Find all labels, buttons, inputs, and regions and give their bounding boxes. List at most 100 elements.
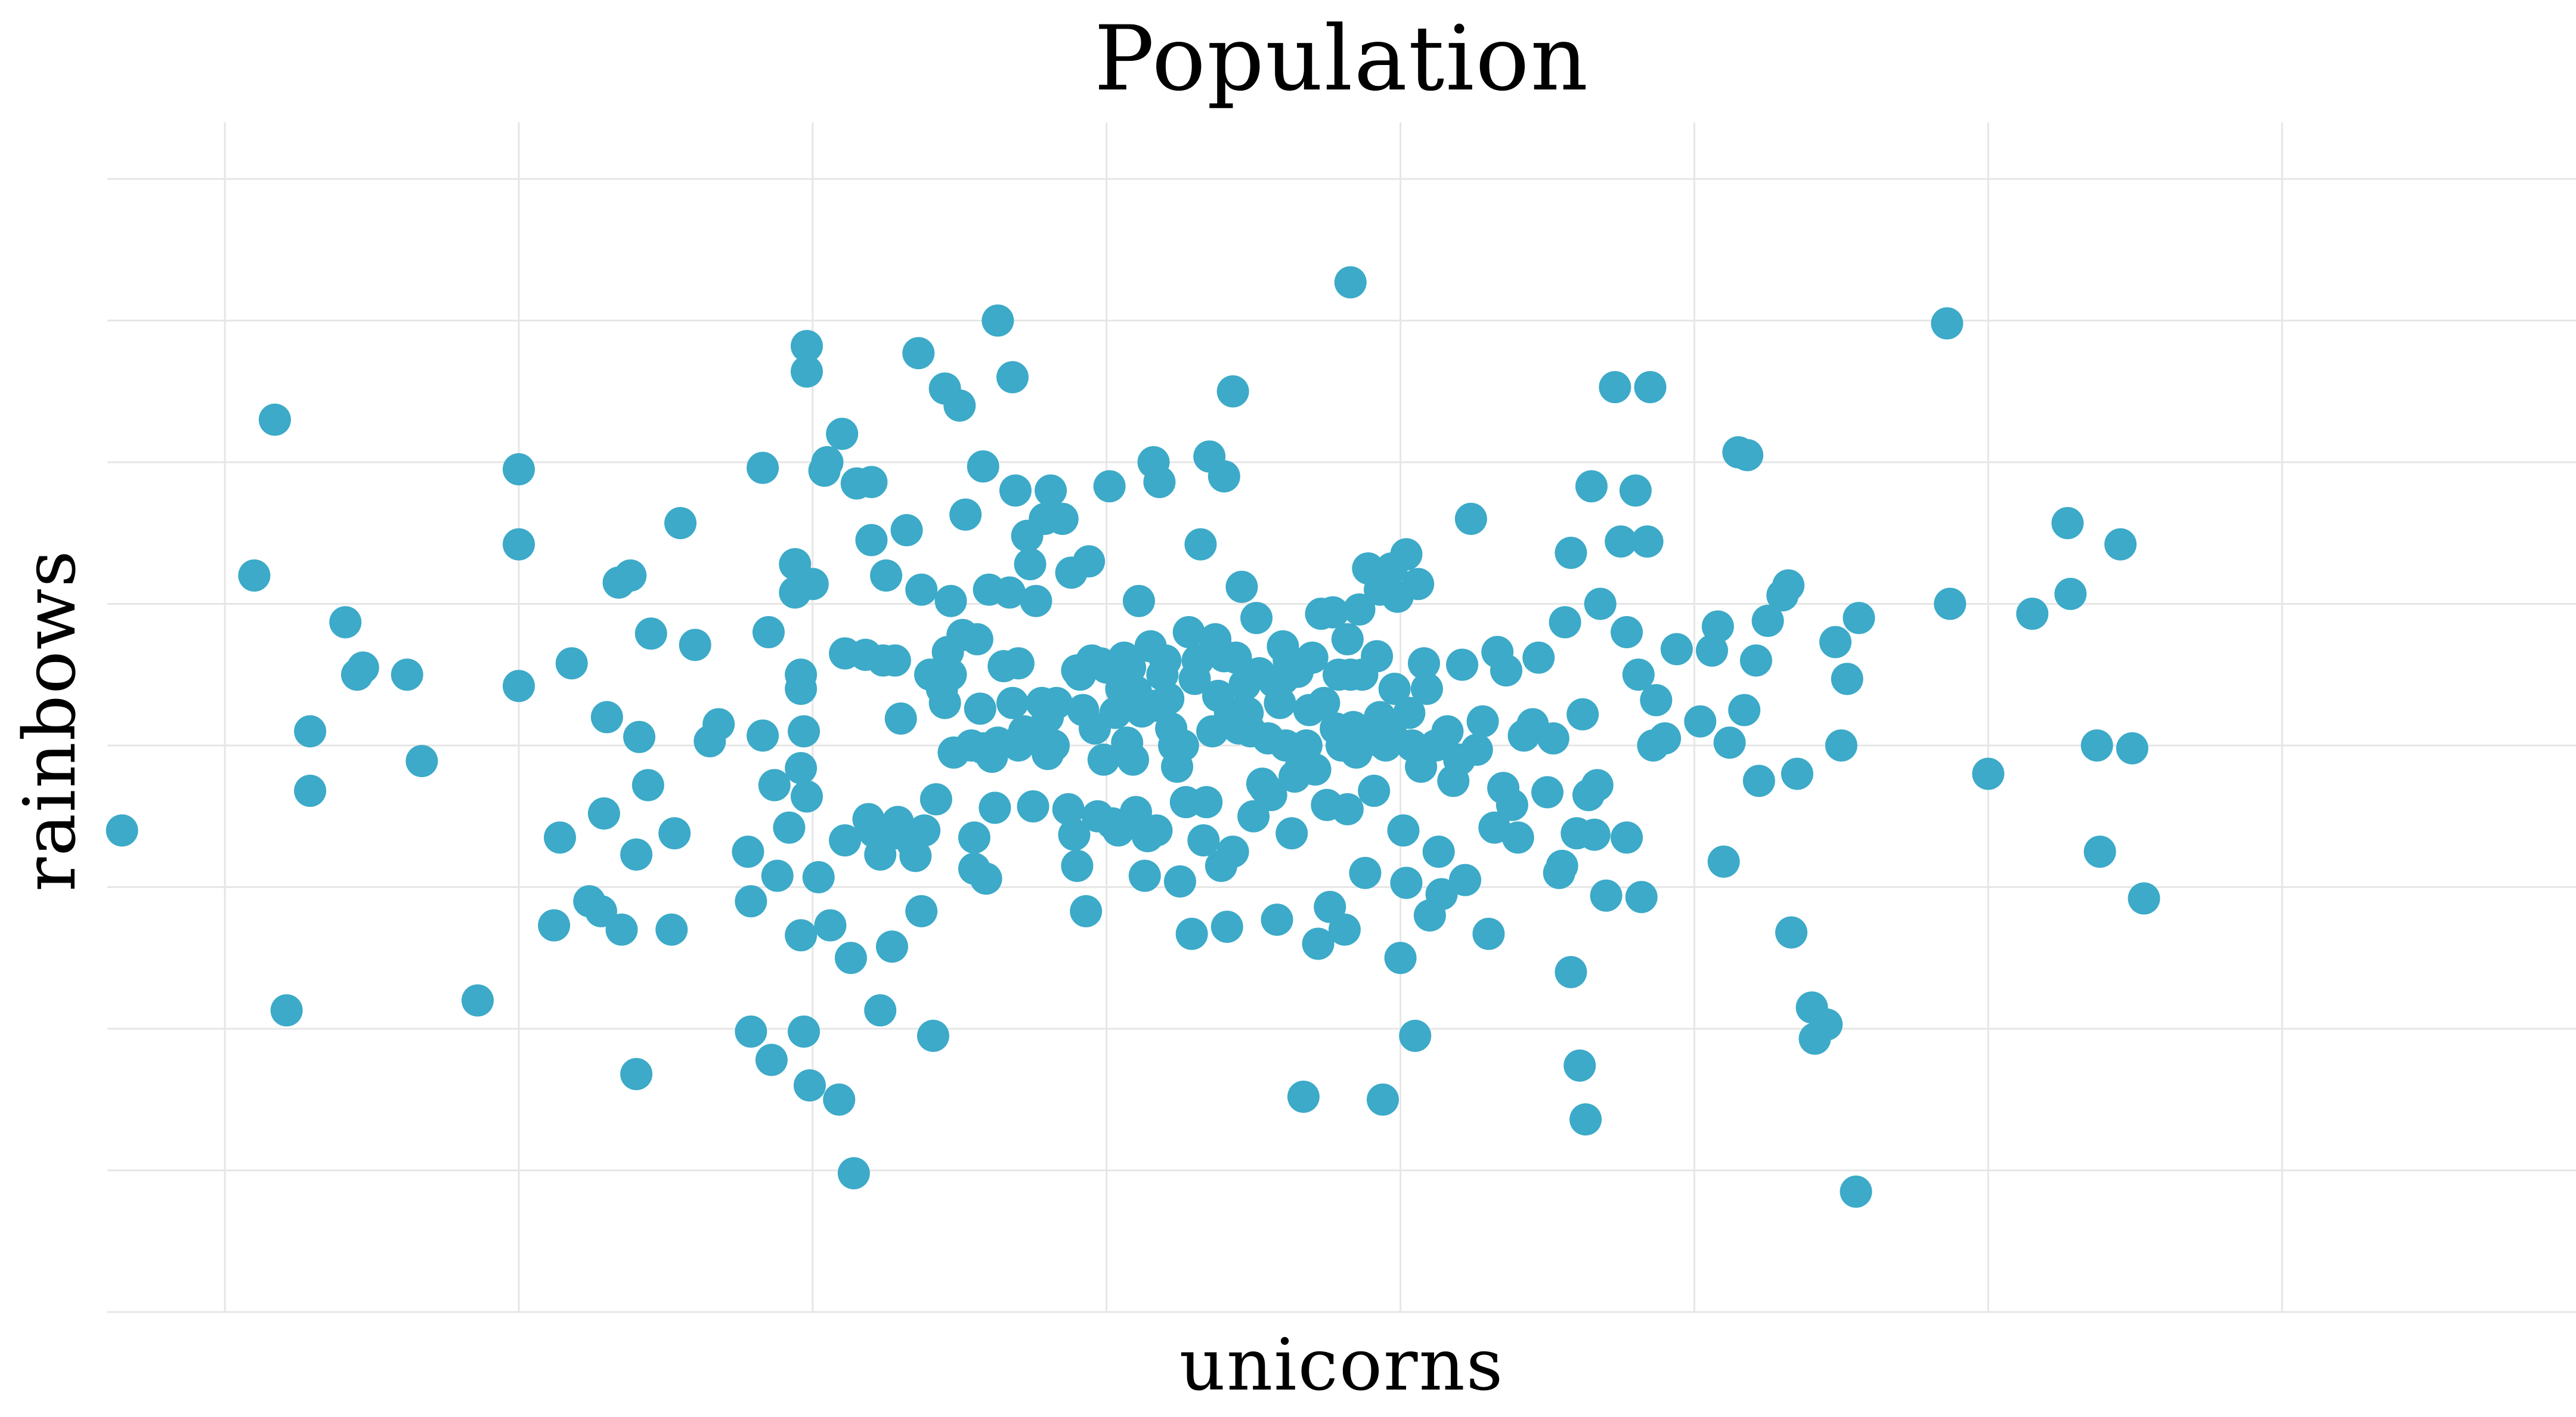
data-point-335 — [2104, 528, 2137, 561]
data-point-45 — [773, 811, 806, 844]
data-point-19 — [585, 895, 617, 927]
data-point-49 — [788, 1015, 821, 1048]
data-point-177 — [1184, 528, 1217, 561]
data-point-41 — [752, 616, 785, 648]
data-point-313 — [1742, 765, 1775, 797]
data-point-10 — [405, 745, 438, 778]
data-point-331 — [2051, 507, 2084, 540]
data-point-73 — [864, 994, 897, 1027]
data-point-339 — [902, 337, 935, 370]
data-point-325 — [1840, 1175, 1872, 1208]
data-point-356 — [1331, 623, 1364, 655]
data-point-188 — [1216, 836, 1249, 868]
data-point-216 — [1299, 753, 1332, 786]
data-point-334 — [2083, 836, 2116, 868]
data-point-179 — [1190, 786, 1223, 818]
data-point-346 — [996, 361, 1029, 394]
data-point-39 — [747, 719, 779, 752]
data-point-86 — [905, 573, 938, 606]
data-point-344 — [1599, 371, 1631, 404]
data-point-248 — [1393, 697, 1426, 729]
data-point-329 — [1972, 757, 2005, 790]
data-point-85 — [905, 895, 938, 927]
data-point-13 — [503, 528, 535, 561]
data-point-219 — [1308, 686, 1340, 719]
data-point-94 — [934, 658, 967, 691]
data-point-30 — [655, 913, 688, 946]
data-point-69 — [855, 466, 888, 499]
data-point-80 — [884, 702, 917, 735]
data-point-326 — [1843, 602, 1875, 635]
data-point-314 — [1751, 605, 1784, 637]
data-point-277 — [1531, 776, 1563, 809]
data-point-102 — [964, 692, 996, 725]
data-point-259 — [1431, 715, 1464, 748]
data-point-135 — [1061, 849, 1094, 882]
data-point-204 — [1264, 686, 1296, 719]
data-point-308 — [1707, 845, 1740, 878]
data-point-355 — [1208, 460, 1240, 493]
data-point-25 — [620, 838, 653, 871]
data-point-64 — [834, 942, 867, 974]
data-point-289 — [1575, 470, 1608, 503]
data-point-54 — [791, 330, 823, 363]
data-point-77 — [878, 644, 911, 677]
data-point-146 — [1093, 470, 1126, 503]
data-point-278 — [1537, 722, 1569, 755]
data-point-285 — [1563, 1049, 1596, 1082]
data-point-58 — [802, 861, 835, 893]
data-point-357 — [1267, 630, 1299, 663]
data-point-47 — [785, 752, 818, 784]
data-point-60 — [814, 909, 847, 942]
data-point-130 — [1046, 503, 1079, 535]
data-point-273 — [1501, 821, 1534, 854]
data-point-302 — [1640, 684, 1673, 716]
data-point-245 — [1384, 942, 1417, 974]
data-point-154 — [1117, 743, 1150, 776]
data-point-156 — [1122, 584, 1155, 617]
data-point-113 — [996, 686, 1029, 719]
data-point-114 — [999, 474, 1032, 507]
data-point-262 — [1446, 648, 1479, 681]
data-point-17 — [555, 647, 588, 680]
data-point-133 — [1058, 818, 1091, 851]
data-point-178 — [1187, 824, 1220, 857]
data-point-272 — [1496, 788, 1528, 821]
data-point-131 — [1052, 793, 1085, 825]
data-point-166 — [1152, 682, 1185, 715]
data-point-227 — [1331, 793, 1364, 825]
data-point-112 — [993, 576, 1026, 609]
data-point-65 — [837, 1157, 870, 1190]
data-point-253 — [1408, 647, 1440, 680]
data-point-294 — [1605, 525, 1637, 558]
data-point-195 — [1237, 800, 1270, 833]
data-point-276 — [1522, 641, 1555, 674]
data-point-44 — [761, 859, 794, 892]
y-axis-label: rainbows — [9, 549, 92, 892]
data-point-271 — [1490, 654, 1522, 687]
data-point-3 — [270, 994, 303, 1027]
data-point-97 — [949, 498, 982, 531]
data-point-165 — [1149, 644, 1182, 677]
data-point-226 — [1328, 913, 1361, 946]
data-point-122 — [1020, 584, 1052, 617]
data-point-121 — [1017, 790, 1049, 823]
data-point-222 — [1317, 596, 1349, 629]
data-point-231 — [1343, 593, 1376, 626]
data-point-173 — [1172, 616, 1205, 648]
data-point-312 — [1739, 644, 1772, 677]
data-point-358 — [1120, 675, 1152, 708]
data-point-250 — [1399, 1019, 1432, 1052]
data-point-338 — [1334, 266, 1367, 299]
data-point-251 — [1402, 568, 1435, 601]
data-point-317 — [1775, 916, 1808, 949]
x-axis-label: unicorns — [1179, 1324, 1504, 1407]
data-point-296 — [1611, 616, 1643, 648]
data-point-298 — [1622, 658, 1655, 691]
data-point-28 — [631, 769, 664, 802]
data-point-353 — [1375, 552, 1408, 585]
data-point-90 — [919, 783, 952, 816]
data-point-292 — [1584, 587, 1617, 620]
data-point-254 — [1410, 673, 1443, 705]
data-point-307 — [1701, 610, 1734, 643]
